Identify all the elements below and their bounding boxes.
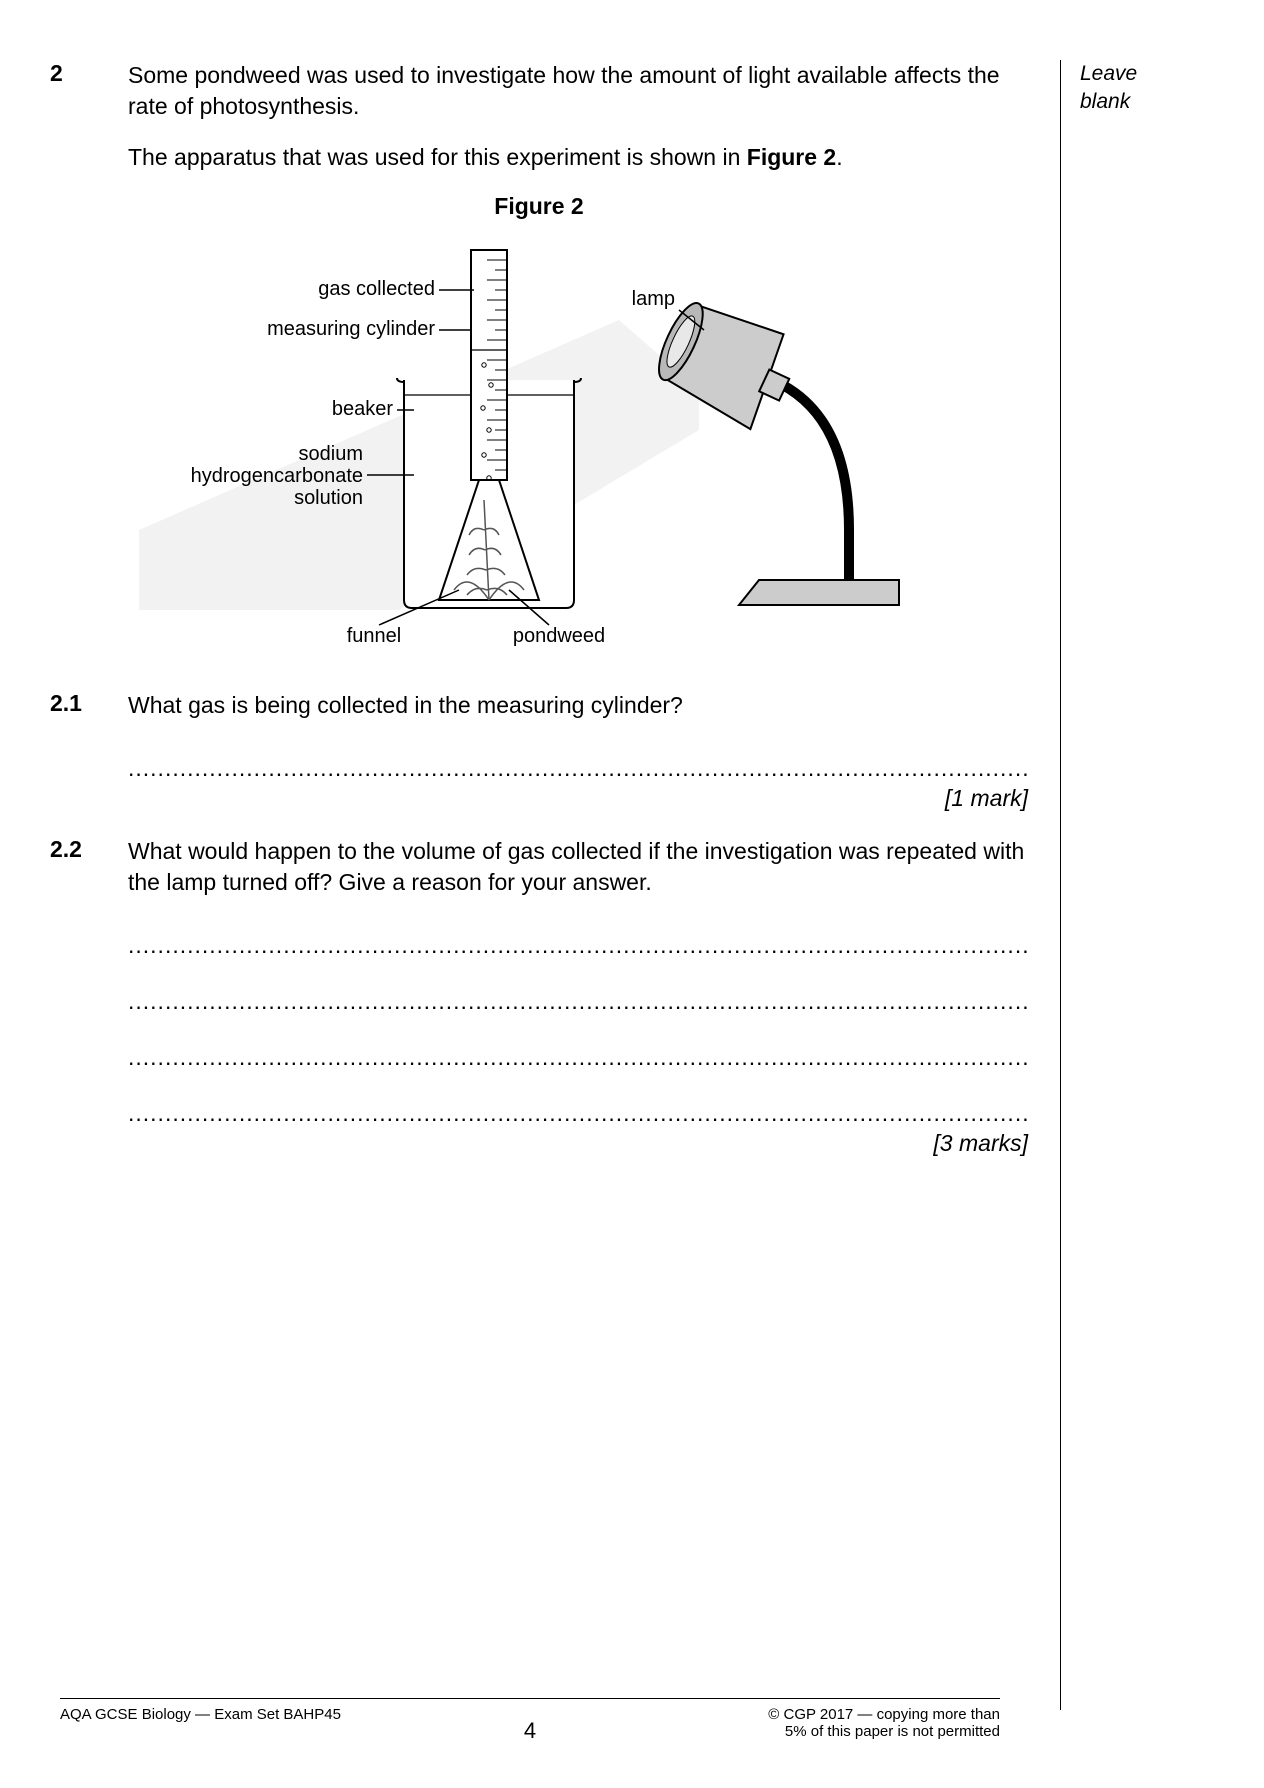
label-gas: gas collected [318, 278, 435, 300]
label-sol2: hydrogencarbonate [191, 465, 363, 487]
part-2-1-marks: [1 mark] [128, 785, 1028, 812]
answer-line[interactable]: ........................................… [128, 755, 1028, 785]
part-2-2-text: What would happen to the volume of gas c… [128, 836, 1028, 898]
label-sol3: solution [294, 487, 363, 509]
intro2-pre: The apparatus that was used for this exp… [128, 144, 747, 170]
question-intro-1: Some pondweed was used to investigate ho… [128, 60, 1028, 122]
intro2-post: . [836, 144, 842, 170]
answer-line[interactable]: ........................................… [128, 1044, 1028, 1074]
question-intro-2: The apparatus that was used for this exp… [128, 142, 1028, 173]
answer-line[interactable]: ........................................… [128, 988, 1028, 1018]
part-2-1-text: What gas is being collected in the measu… [128, 690, 1028, 721]
footer-rule [60, 1698, 1000, 1699]
leave-blank-note: Leave blank [1080, 60, 1137, 117]
apparatus-diagram: gas collected measuring cylinder beaker … [139, 230, 939, 650]
label-lamp: lamp [632, 288, 675, 310]
label-cylinder: measuring cylinder [267, 318, 435, 340]
label-sol1: sodium [299, 443, 363, 465]
leave-blank-2: blank [1080, 90, 1130, 113]
part-2-2-marks: [3 marks] [128, 1130, 1028, 1157]
question-number: 2 [50, 60, 128, 122]
part-2-1-number: 2.1 [50, 690, 128, 721]
answer-line[interactable]: ........................................… [128, 932, 1028, 962]
intro2-bold: Figure 2 [747, 144, 836, 170]
answer-line[interactable]: ........................................… [128, 1100, 1028, 1130]
margin-rule [1060, 60, 1061, 1710]
label-pondweed: pondweed [513, 625, 605, 647]
label-funnel: funnel [347, 625, 402, 647]
leave-blank-1: Leave [1080, 62, 1137, 85]
page-number: 4 [0, 1718, 1060, 1744]
figure-title: Figure 2 [50, 193, 1028, 220]
label-beaker: beaker [332, 398, 393, 420]
part-2-2-number: 2.2 [50, 836, 128, 898]
